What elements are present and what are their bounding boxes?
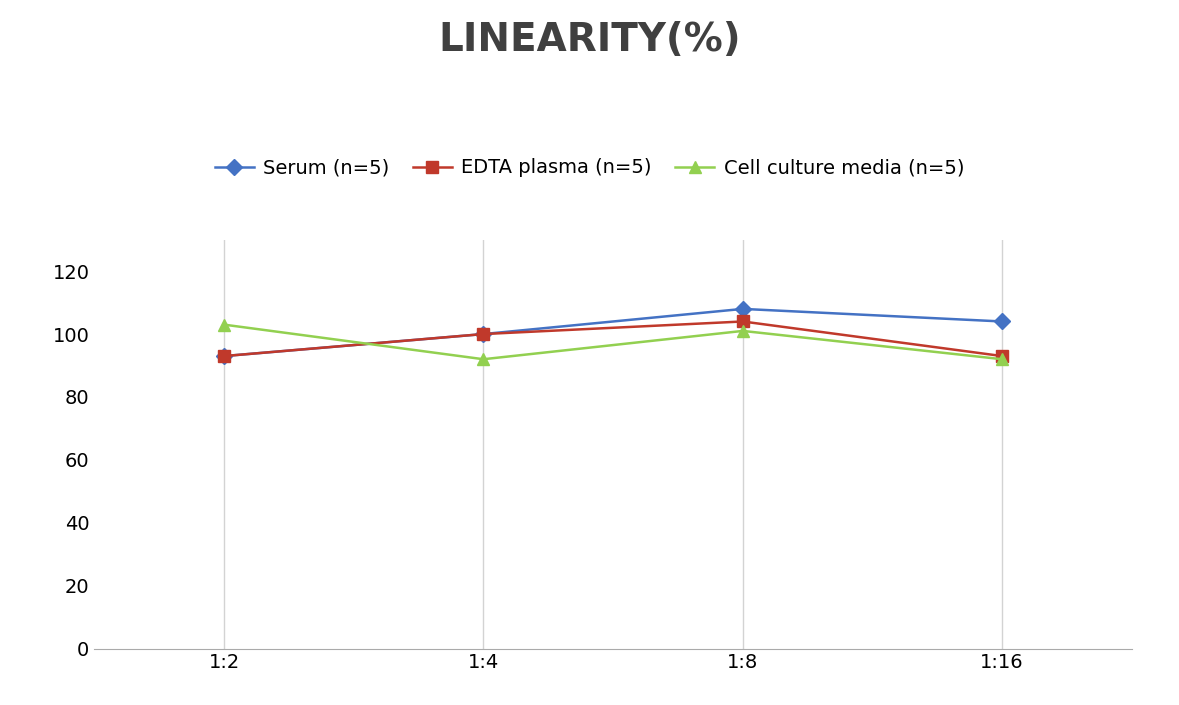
Serum (n=5) bbox=[736, 305, 750, 313]
Legend: Serum (n=5), EDTA plasma (n=5), Cell culture media (n=5): Serum (n=5), EDTA plasma (n=5), Cell cul… bbox=[206, 151, 973, 185]
Serum (n=5) bbox=[995, 317, 1009, 326]
EDTA plasma (n=5) bbox=[995, 352, 1009, 360]
Cell culture media (n=5) bbox=[736, 326, 750, 335]
Serum (n=5) bbox=[476, 330, 490, 338]
Cell culture media (n=5) bbox=[217, 320, 231, 329]
Cell culture media (n=5) bbox=[476, 355, 490, 364]
Line: Cell culture media (n=5): Cell culture media (n=5) bbox=[218, 319, 1008, 364]
EDTA plasma (n=5) bbox=[476, 330, 490, 338]
Text: LINEARITY(%): LINEARITY(%) bbox=[439, 21, 740, 59]
EDTA plasma (n=5) bbox=[736, 317, 750, 326]
Serum (n=5) bbox=[217, 352, 231, 360]
Line: EDTA plasma (n=5): EDTA plasma (n=5) bbox=[218, 316, 1008, 362]
Cell culture media (n=5) bbox=[995, 355, 1009, 364]
EDTA plasma (n=5) bbox=[217, 352, 231, 360]
Line: Serum (n=5): Serum (n=5) bbox=[218, 303, 1008, 362]
